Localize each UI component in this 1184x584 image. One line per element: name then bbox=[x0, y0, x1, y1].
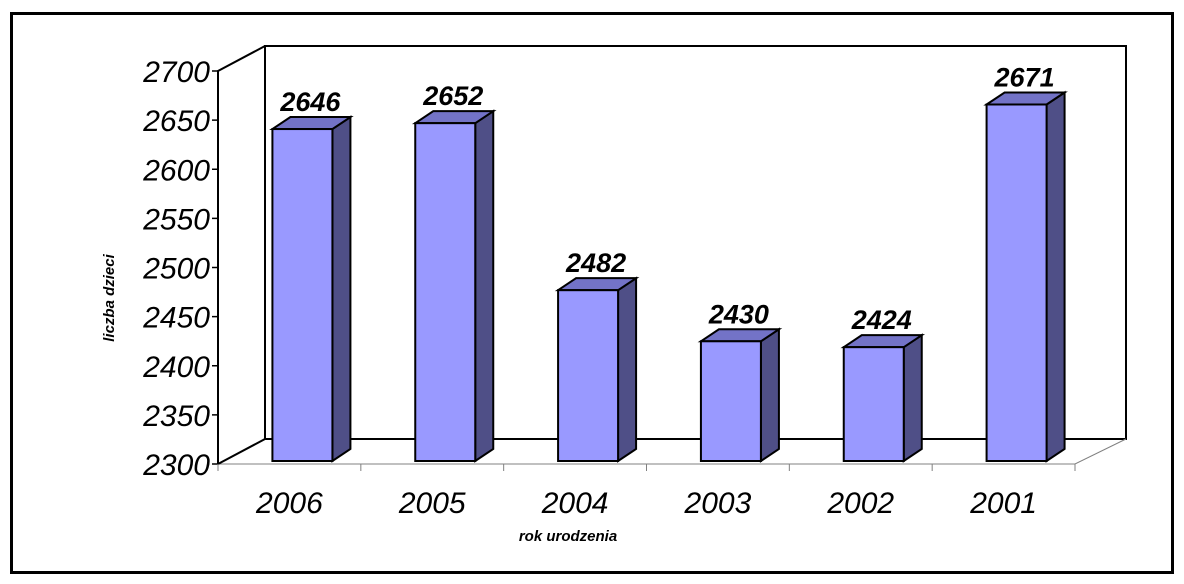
side-wall-edge bbox=[217, 45, 266, 464]
bar-front-face bbox=[985, 103, 1048, 463]
data-label: 2430 bbox=[708, 299, 769, 329]
y-tick-label: 2350 bbox=[142, 400, 210, 433]
data-labels: 2646 2652 2482 2430 2424 2671 bbox=[279, 62, 1054, 335]
bar bbox=[840, 333, 926, 463]
data-label: 2424 bbox=[851, 305, 912, 335]
y-tick-label: 2650 bbox=[142, 105, 210, 138]
y-tick-label: 2600 bbox=[142, 154, 210, 187]
bar-side-face bbox=[474, 109, 495, 463]
bar-side-face bbox=[1045, 90, 1066, 463]
data-label: 2671 bbox=[994, 62, 1055, 92]
y-tick-label: 2500 bbox=[142, 253, 210, 286]
x-axis-ticks: 2006 2005 2004 2003 2002 2001 bbox=[255, 487, 1037, 520]
bar bbox=[554, 276, 640, 463]
bar-front-face bbox=[414, 122, 477, 462]
x-tick-label: 2001 bbox=[969, 487, 1037, 520]
bar-side-face bbox=[759, 327, 780, 463]
bar-front-face bbox=[842, 346, 905, 463]
bar-side-face bbox=[617, 276, 638, 463]
x-tick-label: 2005 bbox=[398, 487, 466, 520]
x-tick-label: 2003 bbox=[684, 487, 752, 520]
bars bbox=[269, 90, 1068, 463]
y-axis-ticks: 2300 2350 2400 2450 2500 2550 2600 2650 2700 bbox=[142, 56, 210, 482]
bar-side-face bbox=[902, 333, 923, 463]
y-tick-label: 2450 bbox=[142, 302, 210, 335]
x-tick-label: 2004 bbox=[541, 487, 609, 520]
bar-front-face bbox=[699, 340, 762, 462]
y-axis-title: liczba dzieci bbox=[101, 253, 118, 341]
x-tick-label: 2006 bbox=[255, 487, 323, 520]
data-label: 2652 bbox=[422, 81, 483, 111]
bar bbox=[697, 327, 783, 463]
data-label: 2482 bbox=[565, 248, 626, 278]
bar bbox=[983, 90, 1068, 463]
x-axis-title: rok urodzenia bbox=[519, 528, 617, 545]
back-wall bbox=[264, 45, 1127, 440]
bar-side-face bbox=[331, 115, 352, 463]
y-tick-label: 2700 bbox=[142, 56, 210, 89]
data-label: 2646 bbox=[279, 87, 341, 117]
bar bbox=[411, 109, 497, 463]
chart-frame: 2646 2652 2482 2430 2424 2671 2300 2350 2400 245… bbox=[10, 12, 1174, 574]
y-tick-label: 2550 bbox=[142, 203, 210, 236]
y-tick-label: 2300 bbox=[142, 449, 210, 482]
chart-walls bbox=[212, 45, 1127, 471]
bar-chart: 2646 2652 2482 2430 2424 2671 2300 2350 2400 245… bbox=[101, 45, 1127, 545]
x-tick-label: 2002 bbox=[826, 487, 894, 520]
floor-corner bbox=[217, 438, 266, 465]
bar-front-face bbox=[271, 128, 334, 463]
y-tick-label: 2400 bbox=[142, 351, 210, 384]
bar-front-face bbox=[557, 289, 620, 462]
bar bbox=[269, 115, 354, 463]
